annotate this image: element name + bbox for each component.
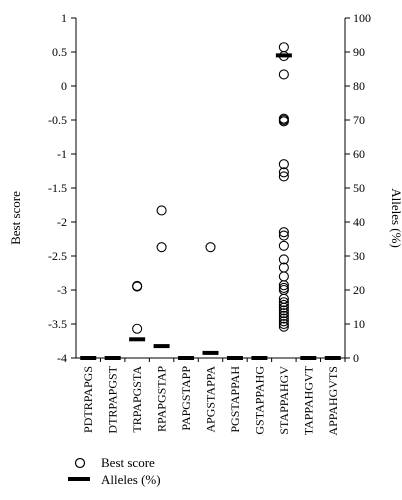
best-score-point bbox=[278, 51, 289, 62]
category-label: RPAPGSTAP bbox=[155, 366, 169, 432]
left-tick-label: -2.5 bbox=[48, 249, 67, 263]
left-tick-label: 1 bbox=[61, 11, 67, 25]
best-score-point bbox=[278, 313, 289, 324]
best-score-point bbox=[278, 230, 289, 241]
category-label: PGSTAPPAH bbox=[228, 366, 242, 433]
best-score-point bbox=[278, 271, 289, 282]
best-score-point bbox=[278, 318, 289, 330]
chart-marks bbox=[80, 42, 341, 360]
best-score-point bbox=[278, 167, 289, 178]
left-axis-label: Best score bbox=[8, 191, 23, 245]
category-label: PDTRPAPGS bbox=[81, 366, 95, 433]
category-label: DTRPAPGST bbox=[106, 365, 120, 433]
best-score-point bbox=[278, 302, 289, 313]
best-score-point bbox=[278, 321, 289, 332]
legend-circle-marker bbox=[74, 457, 86, 469]
left-tick-label: 0.5 bbox=[52, 45, 67, 59]
category-label: STAPPAHGV bbox=[277, 366, 291, 435]
best-score-point bbox=[278, 227, 289, 238]
best-score-point bbox=[278, 305, 289, 316]
category-label: APGSTAPPA bbox=[204, 366, 218, 433]
right-tick-label: 100 bbox=[353, 11, 371, 25]
best-score-point bbox=[278, 69, 289, 80]
best-score-point bbox=[156, 242, 167, 253]
best-score-point bbox=[278, 308, 289, 319]
category-label: TRPAPGSTA bbox=[130, 366, 144, 433]
right-tick-label: 0 bbox=[353, 351, 359, 365]
allele-bar bbox=[300, 356, 317, 360]
right-tick-label: 90 bbox=[353, 45, 365, 59]
best-score-point bbox=[278, 159, 289, 170]
right-axis-ticks: 0 10 20 30 40 50 60 70 80 90 100 bbox=[345, 11, 371, 365]
best-score-point bbox=[132, 323, 143, 334]
allele-bar bbox=[129, 337, 146, 342]
legend-label-best-score: Best score bbox=[101, 455, 155, 470]
allele-bar bbox=[226, 356, 243, 360]
legend-label-alleles: Alleles (%) bbox=[101, 472, 161, 487]
allele-bar bbox=[324, 356, 341, 360]
left-tick-label: -3.5 bbox=[48, 317, 67, 331]
right-tick-label: 80 bbox=[353, 79, 365, 93]
right-tick-label: 60 bbox=[353, 147, 365, 161]
best-score-point bbox=[278, 254, 289, 265]
right-tick-label: 10 bbox=[353, 317, 365, 331]
best-score-point bbox=[278, 240, 289, 251]
best-score-point bbox=[278, 280, 289, 291]
left-tick-label: -2 bbox=[57, 215, 67, 229]
legend: Best score Alleles (%) bbox=[68, 455, 161, 487]
allele-bar bbox=[202, 350, 219, 355]
category-labels: PDTRPAPGS DTRPAPGST TRPAPGSTA RPAPGSTAP PAPG… bbox=[81, 358, 346, 436]
best-score-point bbox=[278, 116, 289, 127]
category-label: APPAHGVTS bbox=[326, 366, 340, 436]
best-score-point bbox=[278, 299, 289, 311]
category-label: PAPGSTAPP bbox=[179, 366, 193, 431]
best-score-point bbox=[132, 280, 143, 291]
allele-bar bbox=[275, 53, 292, 58]
allele-bar bbox=[80, 356, 97, 360]
category-label: TAPPAHGVT bbox=[301, 365, 315, 435]
best-score-point bbox=[278, 42, 289, 53]
left-tick-label: -1 bbox=[57, 147, 67, 161]
best-score-point bbox=[278, 310, 289, 321]
best-score-point bbox=[156, 205, 167, 216]
legend-bar-marker bbox=[68, 477, 90, 481]
best-score-point bbox=[278, 171, 289, 182]
allele-bar bbox=[251, 356, 268, 360]
category-label: GSTAPPAHG bbox=[252, 366, 266, 435]
right-tick-label: 40 bbox=[353, 215, 365, 229]
right-tick-label: 20 bbox=[353, 283, 365, 297]
left-tick-label: -0.5 bbox=[48, 113, 67, 127]
right-axis-label: Alleles (%) bbox=[389, 188, 402, 248]
best-score-point bbox=[278, 316, 289, 327]
best-score-point bbox=[278, 297, 289, 308]
left-tick-label: 0 bbox=[61, 79, 67, 93]
allele-bar bbox=[153, 344, 170, 349]
right-tick-label: 70 bbox=[353, 113, 365, 127]
left-tick-label: -4 bbox=[57, 351, 67, 365]
left-tick-label: -3 bbox=[57, 283, 67, 297]
allele-bar bbox=[178, 356, 195, 360]
best-score-point bbox=[205, 242, 216, 253]
right-tick-label: 30 bbox=[353, 249, 365, 263]
left-axis-ticks: -4 -3.5 -3 -2.5 -2 -1.5 -1 -0.5 0 0.5 1 bbox=[48, 11, 76, 365]
left-tick-label: -1.5 bbox=[48, 181, 67, 195]
allele-bar bbox=[104, 356, 121, 360]
axes bbox=[75, 18, 346, 359]
right-tick-label: 50 bbox=[353, 181, 365, 195]
